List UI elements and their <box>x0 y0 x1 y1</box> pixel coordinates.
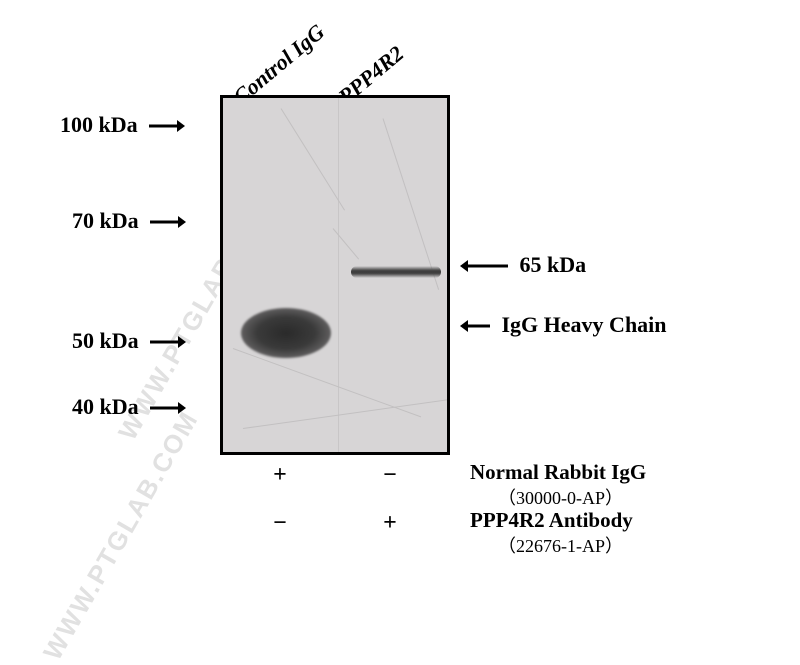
mw-50kda: 50 kDa <box>72 328 186 356</box>
mw-40kda: 40 kDa <box>72 394 186 422</box>
blot-streak <box>243 399 450 429</box>
mw-70kda-text: 70 kDa <box>72 208 139 233</box>
matrix-r1-label: Normal Rabbit IgG <box>470 460 646 485</box>
blot-image <box>220 95 450 455</box>
mw-100kda-text: 100 kDa <box>60 112 138 137</box>
matrix-r2-sublabel: （22676-1-AP） <box>498 532 623 558</box>
arrow-right-icon <box>149 114 185 140</box>
band-igg-heavy-chain <box>241 308 331 358</box>
blot-streak <box>383 118 440 289</box>
figure-root: WWW.PTGLAB.COM WWW.PTGLAB.COM Control Ig… <box>0 0 800 600</box>
watermark-2: WWW.PTGLAB.COM <box>37 406 205 665</box>
arrow-right-icon <box>150 330 186 356</box>
matrix-r1c2: − <box>360 462 420 489</box>
annotation-igg-heavy: IgG Heavy Chain <box>460 312 667 340</box>
blot-streak <box>333 228 359 259</box>
blot-streak <box>281 108 345 210</box>
lane-divider <box>338 98 339 452</box>
arrow-right-icon <box>150 210 186 236</box>
annotation-65kda-text: 65 kDa <box>520 252 587 277</box>
mw-50kda-text: 50 kDa <box>72 328 139 353</box>
annotation-igg-heavy-text: IgG Heavy Chain <box>502 312 667 337</box>
band-ppp4r2-65kda <box>351 266 441 278</box>
matrix-r2c1: − <box>250 510 310 537</box>
mw-100kda: 100 kDa <box>60 112 185 140</box>
matrix-r1c1: + <box>250 462 310 489</box>
matrix-r2-label: PPP4R2 Antibody <box>470 508 633 533</box>
annotation-65kda: 65 kDa <box>460 252 586 280</box>
matrix-r1-sublabel: （30000-0-AP） <box>498 484 623 510</box>
mw-70kda: 70 kDa <box>72 208 186 236</box>
arrow-left-icon <box>460 314 490 340</box>
arrow-left-icon <box>460 254 508 280</box>
matrix-r2c2: + <box>360 510 420 537</box>
mw-40kda-text: 40 kDa <box>72 394 139 419</box>
arrow-right-icon <box>150 396 186 422</box>
